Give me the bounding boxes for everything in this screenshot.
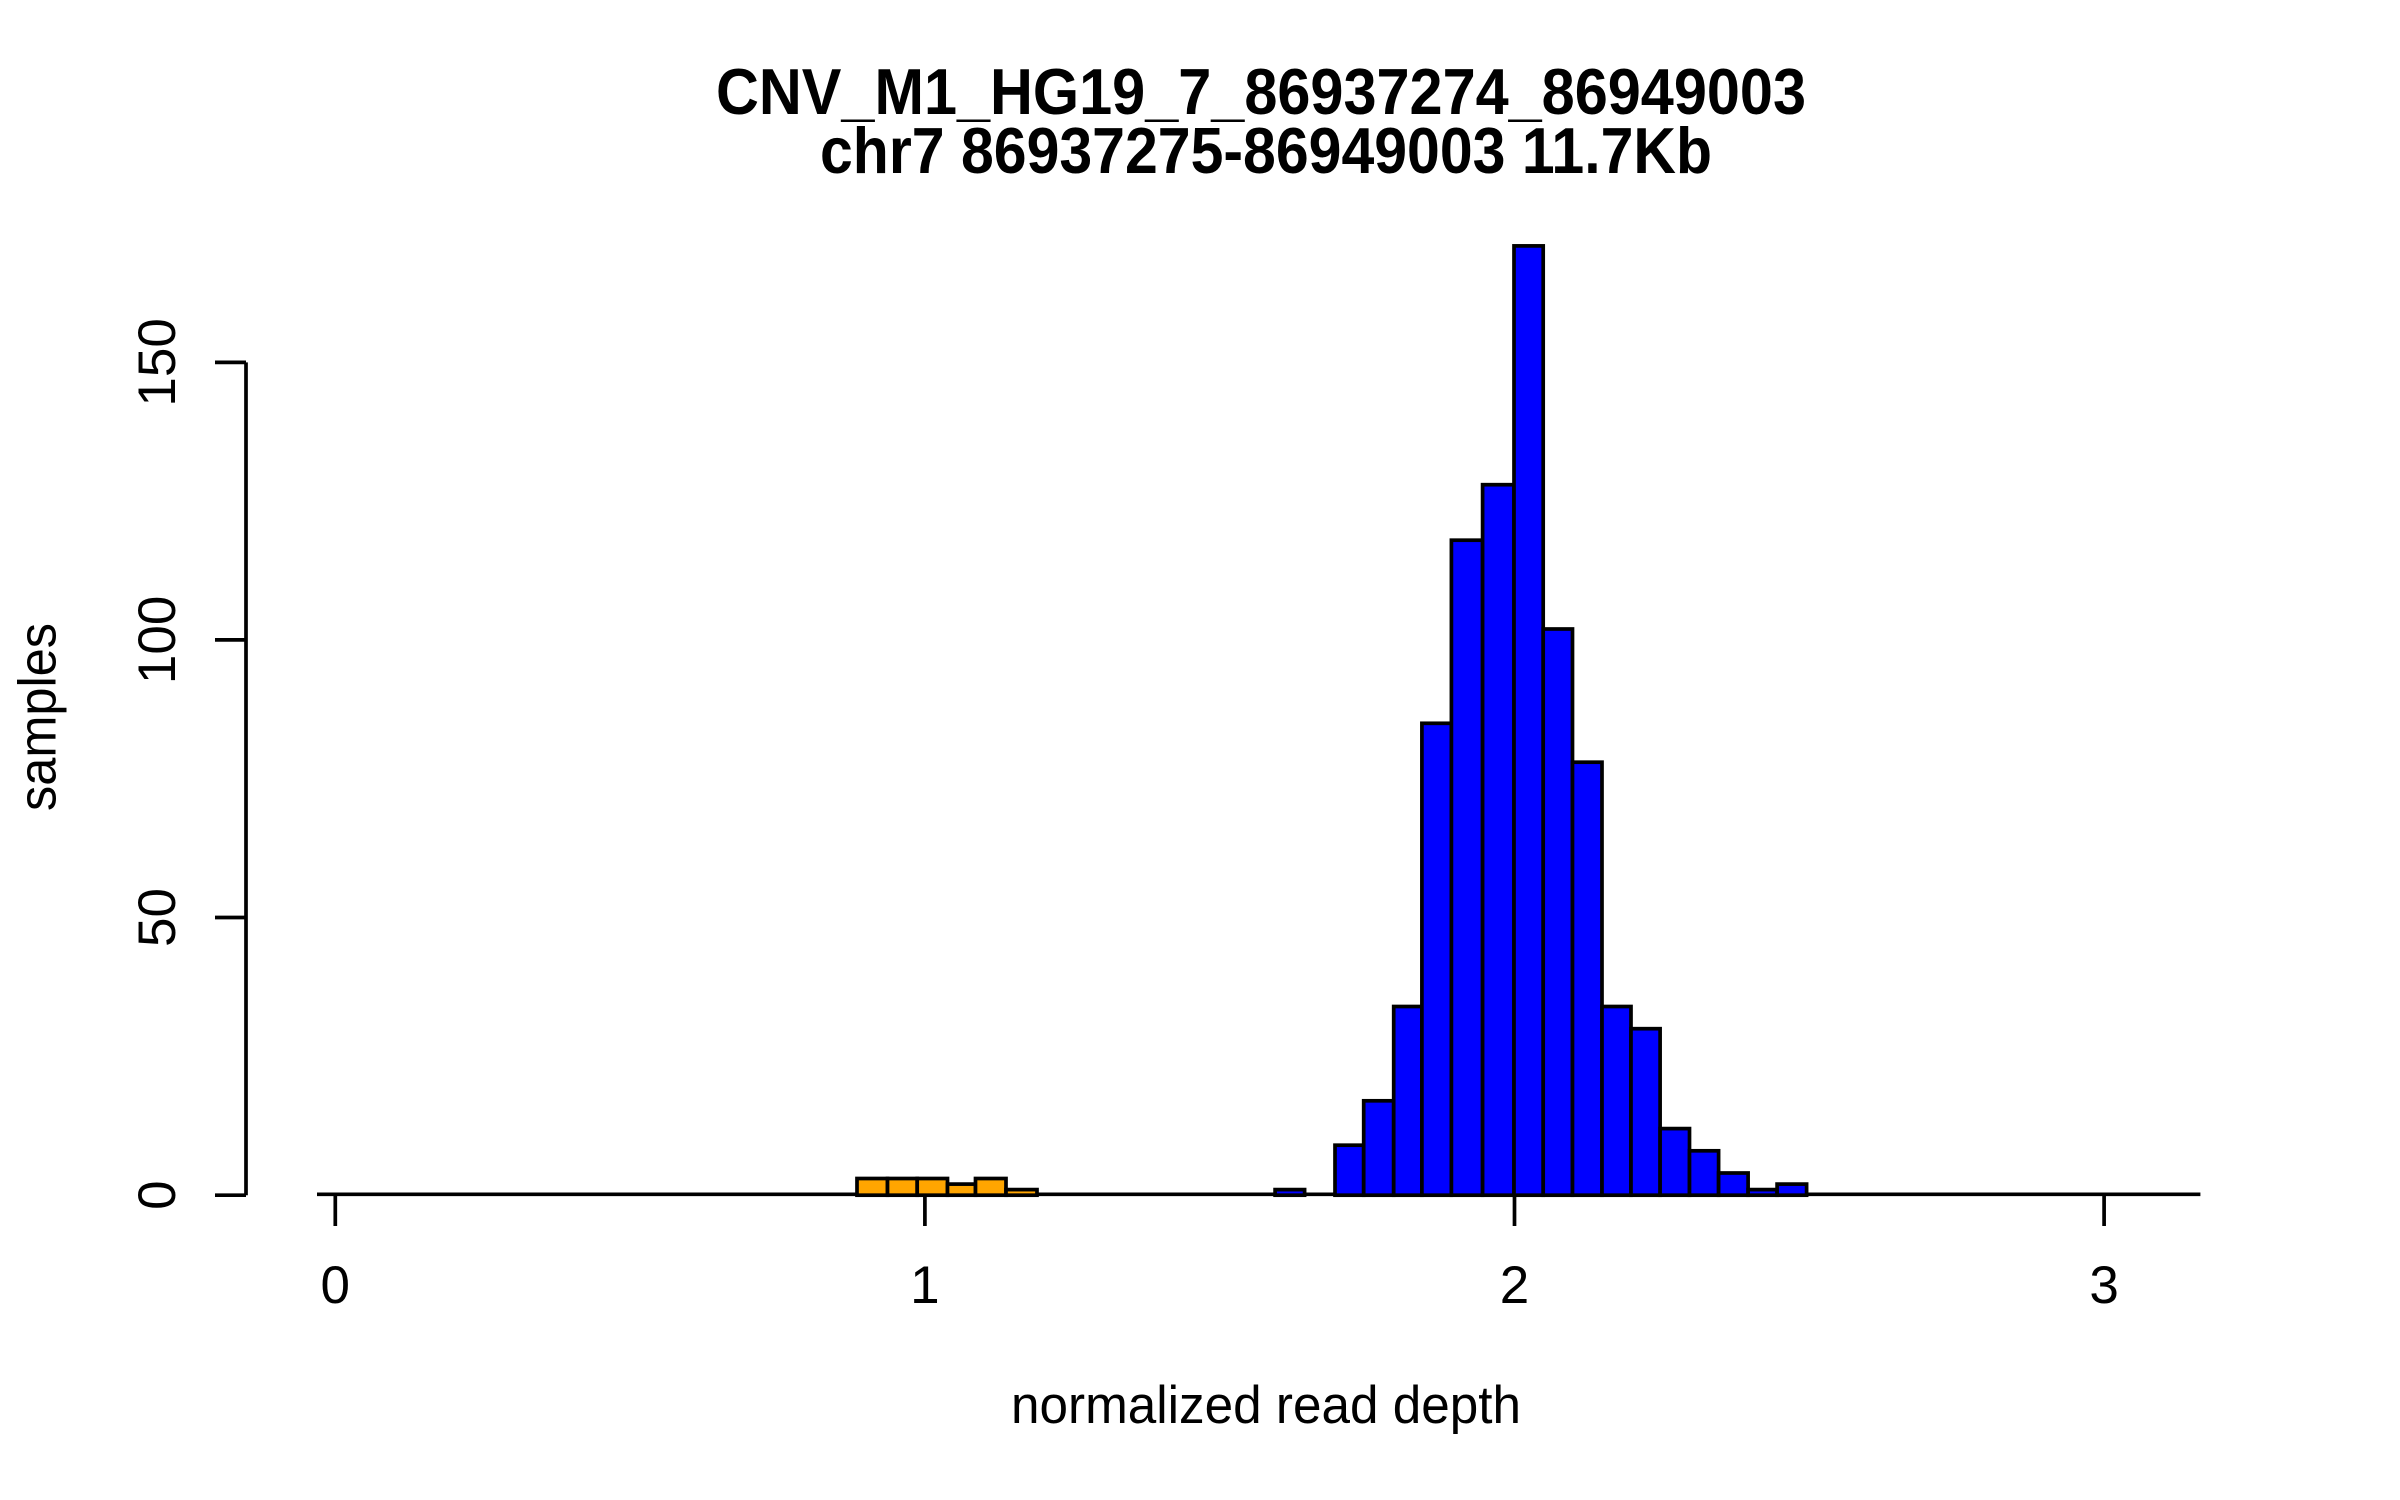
svg-text:50: 50 <box>128 888 187 947</box>
svg-text:100: 100 <box>128 596 187 684</box>
svg-text:chr7 86937275-86949003 11.7Kb: chr7 86937275-86949003 11.7Kb <box>820 114 1712 187</box>
svg-text:normalized read depth: normalized read depth <box>1011 1376 1521 1435</box>
svg-text:3: 3 <box>2089 1256 2118 1315</box>
svg-text:2: 2 <box>1500 1256 1529 1315</box>
svg-text:samples: samples <box>9 623 68 811</box>
svg-text:0: 0 <box>321 1256 350 1315</box>
svg-text:CNV_M1_HG19_7_86937274_8694900: CNV_M1_HG19_7_86937274_86949003 <box>716 55 1806 128</box>
svg-text:1: 1 <box>910 1256 939 1315</box>
svg-text:150: 150 <box>128 318 187 406</box>
svg-text:0: 0 <box>128 1180 187 1209</box>
